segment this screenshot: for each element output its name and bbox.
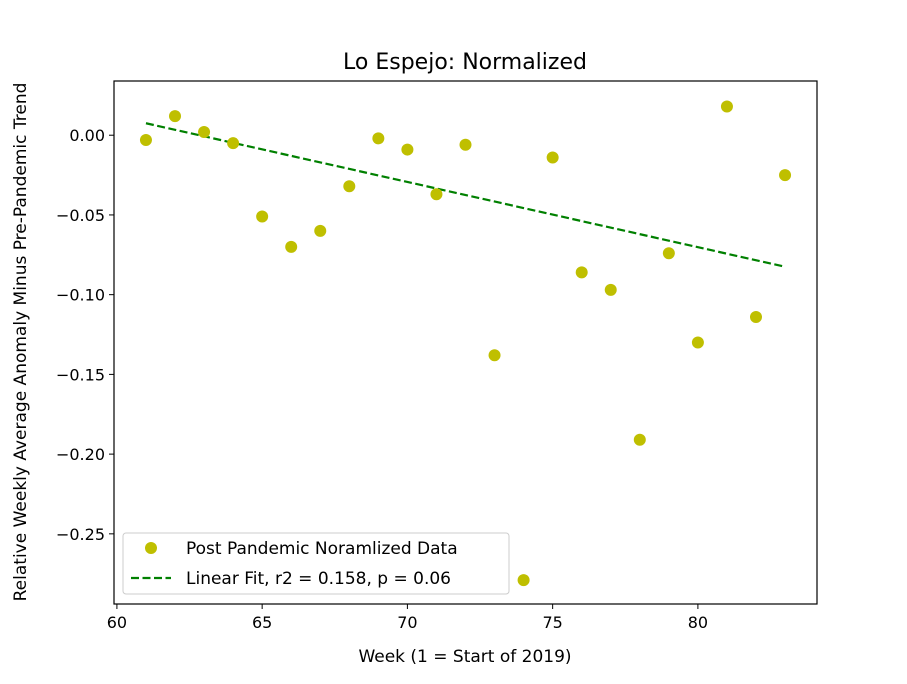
data-point <box>139 133 152 146</box>
x-tick-label: 60 <box>107 613 127 632</box>
data-point <box>575 266 588 279</box>
data-point <box>691 336 704 349</box>
legend: Post Pandemic Noramlized Data Linear Fit,… <box>122 532 510 595</box>
y-tick-label: −0.10 <box>56 286 105 305</box>
data-point <box>314 224 327 237</box>
axis-ticks: 60 65 70 75 80 0.00 −0.05 −0.10 −0.15 −0.20 −0.25 <box>56 126 708 632</box>
data-point <box>401 143 414 156</box>
data-point <box>749 310 762 323</box>
chart-title: Lo Espejo: Normalized <box>343 50 587 75</box>
data-point <box>169 110 182 123</box>
data-point <box>459 138 472 151</box>
data-point <box>517 574 530 587</box>
data-point <box>779 169 792 182</box>
legend-label-scatter: Post Pandemic Noramlized Data <box>186 539 458 559</box>
plot-frame <box>113 80 818 605</box>
x-tick-label: 70 <box>397 613 417 632</box>
data-point <box>285 240 298 253</box>
x-tick-label: 65 <box>252 613 272 632</box>
x-axis-label: Week (1 = Start of 2019) <box>358 647 571 667</box>
linear-fit-line <box>145 122 786 268</box>
legend-label-fit: Linear Fit, r2 = 0.158, p = 0.06 <box>186 569 451 589</box>
x-tick-label: 80 <box>688 613 708 632</box>
data-point <box>633 433 646 446</box>
data-point <box>256 210 269 223</box>
data-point <box>546 151 559 164</box>
data-point <box>227 137 240 150</box>
legend-marker-scatter <box>145 542 157 554</box>
y-axis-label: Relative Weekly Average Anomaly Minus Pr… <box>11 83 31 602</box>
legend-box <box>122 532 510 595</box>
y-tick-label: −0.05 <box>56 206 105 225</box>
data-marks <box>139 100 792 587</box>
data-point <box>372 132 385 145</box>
x-tick-label: 75 <box>542 613 562 632</box>
y-tick-label: −0.20 <box>56 445 105 464</box>
y-tick-label: −0.15 <box>56 365 105 384</box>
data-point <box>662 247 675 260</box>
data-point <box>720 100 733 113</box>
data-point <box>604 283 617 296</box>
data-point <box>488 349 501 362</box>
data-point <box>343 180 356 193</box>
y-tick-label: −0.25 <box>56 525 105 544</box>
y-tick-label: 0.00 <box>69 126 105 145</box>
data-point <box>198 126 211 139</box>
data-point <box>430 188 443 201</box>
